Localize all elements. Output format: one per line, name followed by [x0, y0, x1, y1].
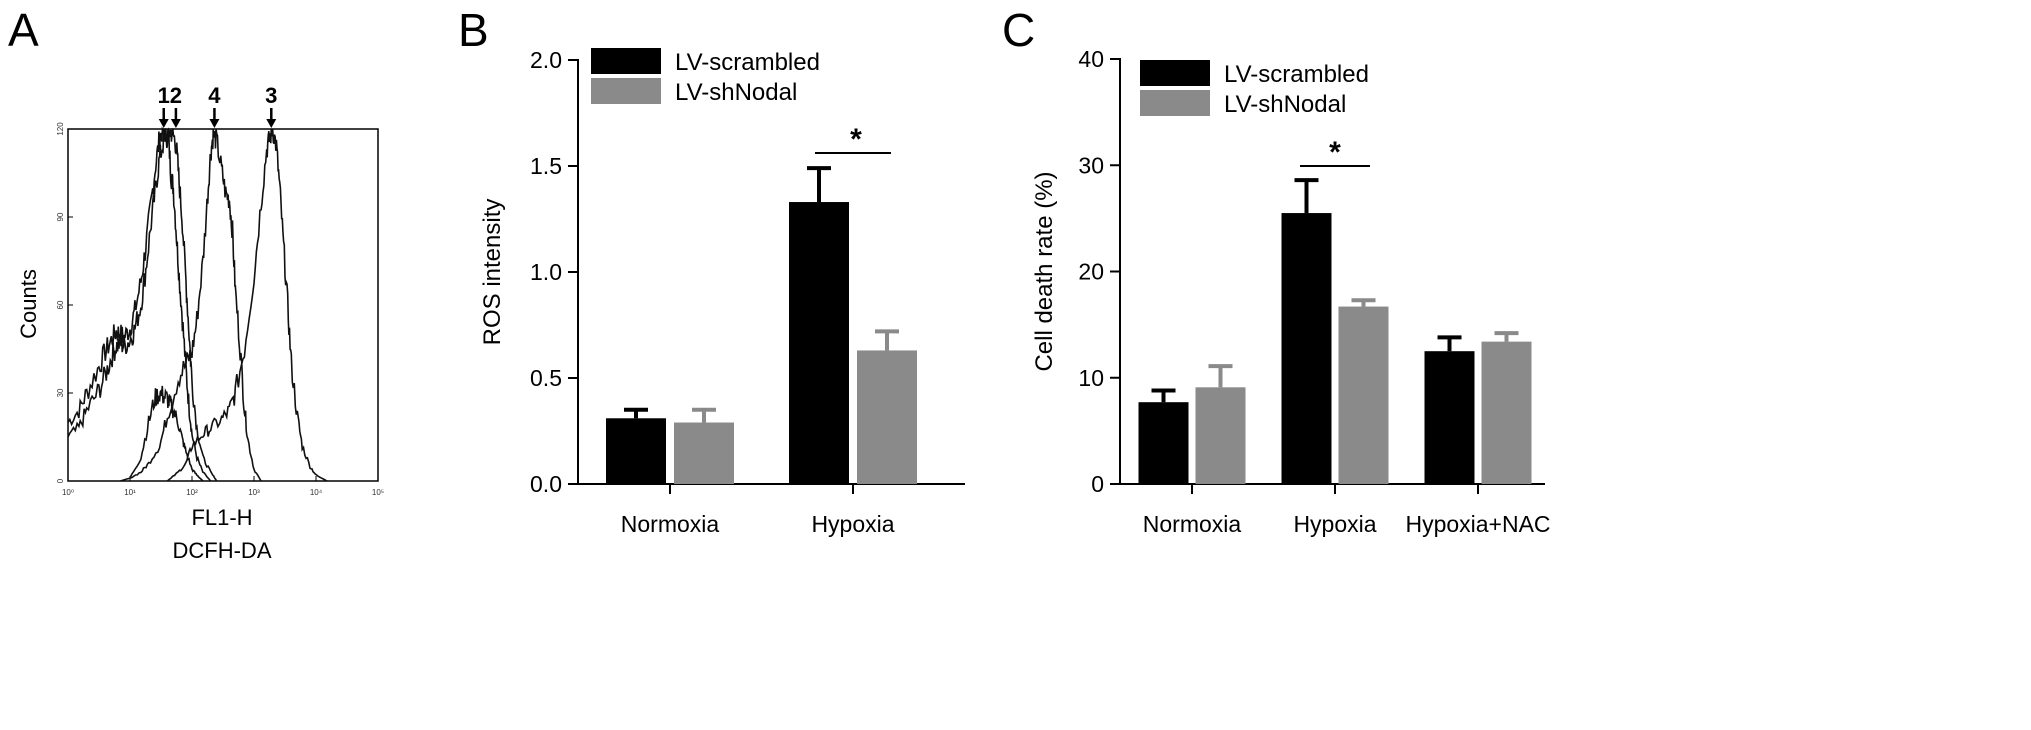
bar-LV-shNodal-Normoxia: [674, 422, 734, 484]
peak-label-4: 4: [208, 83, 221, 108]
x-tick-label: Hypoxia+NAC: [1405, 511, 1550, 537]
y-tick-label: 2.0: [530, 47, 562, 73]
legend-swatch-LV-shNodal: [1140, 90, 1210, 116]
peak-label-2: 2: [170, 83, 182, 108]
bar-LV-shNodal-Normoxia: [1195, 387, 1246, 484]
x-tick-label: Hypoxia: [811, 511, 894, 537]
legend-swatch-LV-shNodal: [591, 78, 661, 104]
peak-label-3: 3: [265, 83, 277, 108]
histogram-line-5: [129, 385, 204, 482]
peak-arrow-head: [170, 119, 181, 128]
y-tick-label: 40: [1078, 46, 1104, 72]
histogram-line-2: [67, 127, 218, 482]
bar-LV-shNodal-Hypoxia: [1338, 306, 1389, 484]
panel-a-label: A: [8, 4, 39, 56]
peak-label-1: 1: [158, 83, 170, 108]
x-tick-label: 10⁴: [310, 488, 323, 497]
x-tick-label: Normoxia: [621, 511, 720, 537]
y-tick-label: 0.5: [530, 365, 562, 391]
histogram-line-3: [166, 128, 328, 482]
significance-star: *: [1329, 136, 1341, 169]
panel-a-xlabel: FL1-H: [191, 505, 252, 530]
significance-star: *: [850, 123, 862, 156]
y-tick-label: 0: [56, 478, 65, 483]
x-tick-label: Normoxia: [1143, 511, 1242, 537]
panel-b-label: B: [458, 4, 489, 56]
histogram-panel-a: 10⁰ 10¹ 10² 10³ 10⁴ 10⁵ 0 30 60 90 120 1 2 4 3: [56, 83, 384, 497]
y-tick-label: 1.0: [530, 259, 562, 285]
legend-label-LV-shNodal: LV-shNodal: [675, 79, 797, 106]
bar-LV-scrambled-Normoxia: [606, 418, 666, 484]
legend-swatch-LV-scrambled: [591, 48, 661, 74]
bar-chart-panel-b: 0.0 0.5 1.0 1.5 2.0 ROS intensity Normoxia Hypo…: [479, 47, 965, 537]
bar-LV-scrambled-Normoxia: [1138, 402, 1189, 484]
y-axis-label: Cell death rate (%): [1031, 171, 1058, 371]
y-tick-label: 30: [56, 388, 65, 397]
x-tick-label: 10⁵: [372, 488, 384, 497]
x-tick-label: 10²: [186, 488, 198, 497]
peak-arrow-head: [209, 119, 220, 128]
panel-a-xlabel2: DCFH-DA: [173, 538, 272, 563]
x-tick-label: Hypoxia: [1293, 511, 1376, 537]
legend-label-LV-scrambled: LV-scrambled: [1224, 61, 1369, 88]
legend-label-LV-scrambled: LV-scrambled: [675, 49, 820, 76]
bar-LV-scrambled-Hypoxia+NAC: [1424, 351, 1475, 484]
legend-label-LV-shNodal: LV-shNodal: [1224, 91, 1346, 118]
bar-LV-shNodal-Hypoxia: [857, 350, 917, 484]
bar-LV-shNodal-Hypoxia+NAC: [1481, 341, 1532, 484]
y-tick-label: 30: [1078, 152, 1104, 178]
y-tick-label: 10: [1078, 365, 1104, 391]
y-tick-label: 0: [1091, 471, 1104, 497]
bar-chart-panel-c: 0 10 20 30 40 Cell death rate (%) Normoxia Hypo…: [1031, 46, 1551, 537]
panel-c-label: C: [1002, 4, 1035, 56]
x-tick-label: 10⁰: [62, 488, 74, 497]
y-tick-label: 1.5: [530, 153, 562, 179]
panel-a-ylabel: Counts: [16, 269, 41, 339]
histogram-line-4: [120, 128, 262, 482]
peak-arrow-head: [266, 119, 277, 128]
y-tick-label: 20: [1078, 259, 1104, 285]
y-axis-label: ROS intensity: [479, 199, 506, 346]
y-tick-label: 60: [56, 300, 65, 309]
bar-LV-scrambled-Hypoxia: [1281, 213, 1332, 484]
peak-arrow-head: [158, 119, 169, 128]
histogram-line-1: [67, 126, 212, 482]
y-tick-label: 120: [56, 122, 65, 136]
x-tick-label: 10¹: [124, 488, 136, 497]
y-tick-label: 90: [56, 212, 65, 221]
y-tick-label: 0.0: [530, 471, 562, 497]
bar-LV-scrambled-Hypoxia: [789, 202, 849, 485]
x-tick-label: 10³: [248, 488, 260, 497]
legend-swatch-LV-scrambled: [1140, 60, 1210, 86]
